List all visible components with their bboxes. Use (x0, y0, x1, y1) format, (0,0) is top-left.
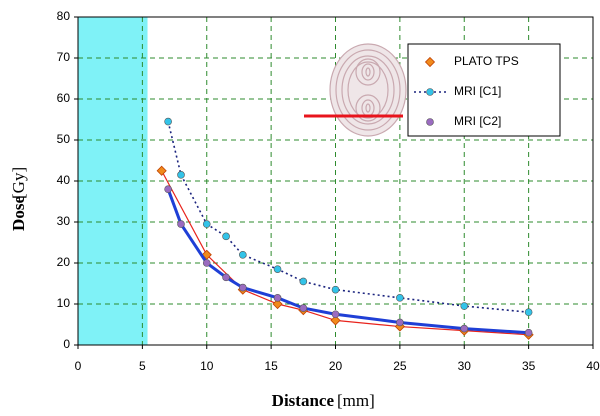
y-tick-label: 40 (57, 173, 71, 187)
marker (272, 298, 283, 310)
marker (164, 185, 172, 193)
marker (299, 304, 308, 312)
x-tick-label: 5 (139, 359, 146, 373)
marker (239, 251, 247, 259)
marker (239, 283, 247, 292)
x-tick-label: 30 (458, 359, 472, 373)
marker (460, 302, 469, 310)
marker (156, 165, 167, 176)
x-tick-label: 0 (75, 359, 82, 373)
legend-marker (426, 118, 434, 126)
marker (202, 259, 211, 267)
plot-border (77, 16, 594, 346)
y-tick-label: 0 (63, 337, 70, 351)
y-tick-label: 60 (57, 91, 71, 105)
y-tick-label: 80 (57, 9, 71, 23)
y-tick-label: 70 (57, 50, 71, 64)
marker (396, 294, 404, 302)
marker (273, 265, 282, 273)
marker (202, 220, 211, 228)
legend-marker (424, 56, 436, 68)
series-line (166, 188, 529, 335)
y-axis-label: Dose (9, 196, 28, 231)
y-tick-label: 10 (57, 296, 71, 310)
y-axis-unit: [Gy] (9, 167, 28, 199)
x-axis-label: Distance (272, 391, 335, 410)
marker (177, 220, 185, 228)
y-tick-label: 30 (57, 214, 71, 228)
x-tick-label: 40 (586, 359, 600, 373)
marker (222, 273, 230, 282)
legend-label: MRI [C2] (454, 114, 501, 128)
x-tick-label: 10 (200, 359, 214, 373)
y-tick-label: 20 (57, 255, 71, 269)
marker (330, 315, 341, 326)
legend-label: MRI [C1] (454, 84, 501, 98)
marker (524, 308, 533, 317)
x-tick-label: 15 (264, 359, 278, 373)
marker (164, 117, 172, 126)
legend-label: PLATO TPS (454, 54, 519, 68)
x-axis-unit: [mm] (337, 391, 375, 410)
marker (331, 285, 340, 294)
x-tick-label: 25 (393, 359, 407, 373)
x-tick-label: 35 (522, 359, 536, 373)
marker (460, 324, 469, 333)
marker (273, 294, 282, 302)
x-tick-label: 20 (329, 359, 343, 373)
marker (177, 171, 185, 179)
legend: PLATO TPS MRI [C1] MRI [C2] (407, 43, 561, 137)
series-line (161, 170, 529, 336)
plot-area: 0 5 10 15 20 25 30 35 40 0 10 20 30 40 50 60 70 80 (57, 9, 600, 373)
marker (524, 328, 533, 337)
marker (222, 232, 230, 241)
marker (299, 277, 308, 286)
inset-diagram (304, 43, 407, 137)
marker (396, 318, 404, 327)
y-tick-label: 50 (57, 132, 71, 146)
marker (331, 310, 340, 319)
series-line (167, 121, 529, 313)
legend-marker (426, 88, 434, 96)
